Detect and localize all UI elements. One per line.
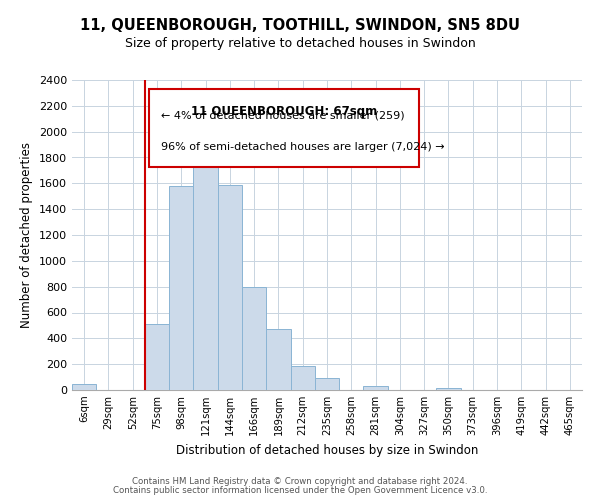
Text: ← 4% of detached houses are smaller (259): ← 4% of detached houses are smaller (259…: [161, 110, 405, 120]
Text: 11 QUEENBOROUGH: 67sqm: 11 QUEENBOROUGH: 67sqm: [191, 105, 377, 118]
Y-axis label: Number of detached properties: Number of detached properties: [20, 142, 34, 328]
Text: 11, QUEENBOROUGH, TOOTHILL, SWINDON, SN5 8DU: 11, QUEENBOROUGH, TOOTHILL, SWINDON, SN5…: [80, 18, 520, 32]
Bar: [290, 366, 315, 390]
Bar: [242, 286, 266, 390]
Text: 96% of semi-detached houses are larger (7,024) →: 96% of semi-detached houses are larger (…: [161, 142, 445, 152]
Bar: [266, 330, 290, 390]
Bar: [315, 378, 339, 390]
Bar: [169, 186, 193, 390]
Text: Contains HM Land Registry data © Crown copyright and database right 2024.: Contains HM Land Registry data © Crown c…: [132, 477, 468, 486]
Text: Contains public sector information licensed under the Open Government Licence v3: Contains public sector information licen…: [113, 486, 487, 495]
Bar: [436, 388, 461, 390]
Bar: [72, 384, 96, 390]
Bar: [193, 138, 218, 390]
Bar: [364, 386, 388, 390]
FancyBboxPatch shape: [149, 90, 419, 167]
Bar: [145, 324, 169, 390]
Text: Size of property relative to detached houses in Swindon: Size of property relative to detached ho…: [125, 38, 475, 51]
X-axis label: Distribution of detached houses by size in Swindon: Distribution of detached houses by size …: [176, 444, 478, 456]
Bar: [218, 184, 242, 390]
